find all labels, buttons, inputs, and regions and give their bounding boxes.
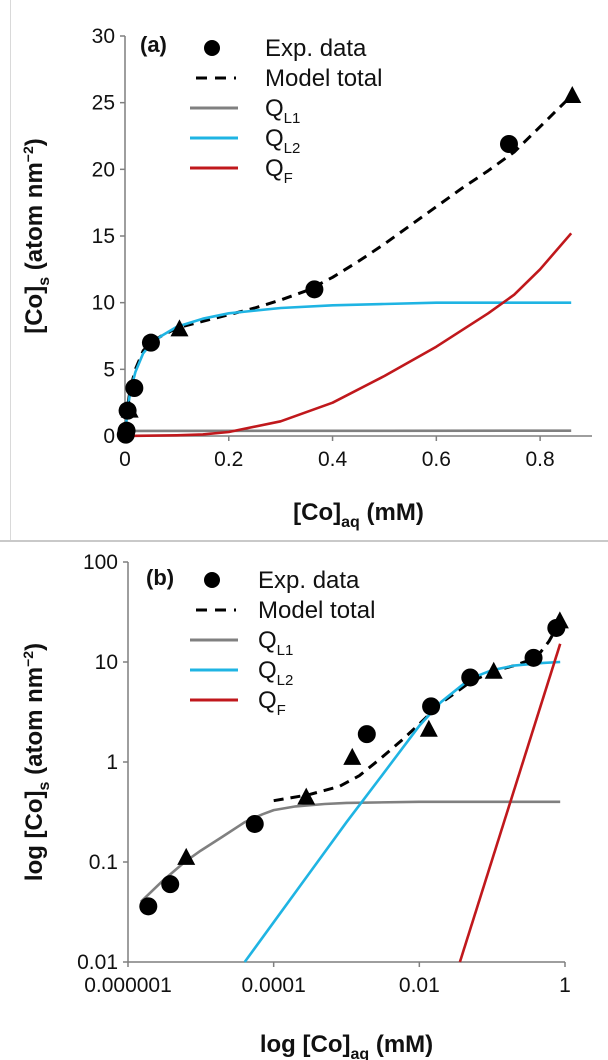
x-axis-title-unit: (mM)	[369, 1031, 433, 1058]
y-tick-label: 25	[92, 92, 115, 115]
x-axis-title: log [Co]aq (mM)	[260, 1031, 433, 1060]
legend-label-main: Q	[265, 155, 284, 182]
data-point-triangle	[563, 86, 581, 103]
x-axis-title-main: [Co]	[293, 499, 341, 526]
panel-a: 0 5 10 15 20 25 30 0 0.2 0.4 0.6 0.8 [Co]aq (mM) [Co]…	[0, 0, 608, 540]
data-point-circle	[525, 649, 543, 667]
panel-label: (a)	[140, 32, 167, 57]
x-axis-title-unit: (mM)	[360, 499, 424, 526]
x-tick-label: 0.01	[399, 974, 440, 997]
series-line-qf	[125, 233, 571, 436]
y-tick-label: 15	[92, 225, 115, 248]
legend-label: Exp. data	[265, 35, 367, 62]
y-tick-label: 100	[83, 551, 118, 574]
panel-b: 0.01 0.1 1 10 100 0.000001 0.0001 0.01 1 log [Co]…	[0, 542, 608, 1060]
data-point-triangle	[343, 748, 361, 765]
legend-label-main: Q	[258, 657, 277, 684]
x-axis-title-main: log [Co]	[260, 1031, 351, 1058]
data-point-circle	[118, 422, 136, 440]
legend-label: QL1	[258, 627, 293, 659]
series-line-model-total	[274, 621, 561, 800]
y-tick-label: 0	[103, 425, 115, 448]
x-axis-title-sub: aq	[341, 514, 360, 531]
legend-label-sub: L1	[284, 110, 301, 127]
chart-b: 0.01 0.1 1 10 100 0.000001 0.0001 0.01 1 log [Co]…	[0, 542, 608, 1060]
y-axis-title: [Co]s (atom nm−2)	[20, 138, 53, 334]
legend-label-main: Q	[258, 687, 277, 714]
series-line-ql2	[245, 662, 561, 962]
legend-label: QF	[265, 155, 293, 187]
data-point-circle	[305, 280, 323, 298]
panel-frame-line	[10, 0, 11, 540]
legend-label: Model total	[265, 65, 382, 92]
y-tick-label: 30	[92, 25, 115, 48]
y-tick-label: 1	[106, 751, 118, 774]
x-tick-label: 0.2	[214, 448, 243, 471]
legend-label-sub: L2	[277, 672, 294, 689]
data-point-triangle	[485, 662, 503, 679]
legend-label-sub: L1	[277, 642, 294, 659]
legend-label-main: Exp. data	[258, 567, 360, 594]
x-tick-label: 0	[119, 448, 131, 471]
panel-label: (b)	[146, 565, 174, 590]
y-axis-title-sub: s	[36, 277, 53, 286]
y-axis-title-main: log [Co]	[21, 790, 48, 881]
legend-label-sub: F	[277, 702, 286, 719]
x-tick-label: 1	[559, 974, 571, 997]
y-tick-label: 0.01	[77, 951, 118, 974]
legend-label: QL2	[258, 657, 293, 689]
y-axis-title-sub: s	[36, 781, 53, 790]
legend-label-main: Q	[258, 627, 277, 654]
y-tick-label: 10	[92, 292, 115, 315]
legend-label-sub: F	[284, 170, 293, 187]
y-axis-title-close: )	[21, 138, 48, 146]
y-axis-title-sup: −2	[20, 651, 36, 667]
data-point-circle	[461, 668, 479, 686]
data-point-circle	[358, 725, 376, 743]
legend-marker-exp	[204, 572, 220, 588]
series-line-ql2	[125, 303, 571, 436]
data-point-circle	[246, 815, 264, 833]
legend-label: Exp. data	[258, 567, 360, 594]
y-tick-label: 5	[103, 358, 115, 381]
y-axis-title-close: )	[21, 643, 48, 651]
y-axis-title-unit: (atom nm	[21, 667, 48, 782]
x-axis-title: [Co]aq (mM)	[293, 499, 424, 531]
y-axis-title-unit: (atom nm	[21, 162, 48, 277]
y-axis-title-sup: −2	[20, 146, 36, 162]
legend-label: Model total	[258, 597, 375, 624]
legend-label-main: Model total	[258, 597, 375, 624]
legend-label-sub: L2	[284, 140, 301, 157]
x-tick-label: 0.0001	[242, 974, 306, 997]
legend-label: QF	[258, 687, 286, 719]
x-tick-label: 0.6	[422, 448, 451, 471]
y-tick-label: 10	[95, 651, 118, 674]
data-point-circle	[161, 875, 179, 893]
legend-marker-exp	[204, 40, 220, 56]
data-point-circle	[422, 697, 440, 715]
y-tick-label: 20	[92, 158, 115, 181]
x-axis-title-sub: aq	[350, 1046, 369, 1060]
x-tick-label: 0.000001	[84, 974, 172, 997]
legend-label-main: Model total	[265, 65, 382, 92]
legend-label: QL2	[265, 125, 300, 157]
data-point-circle	[139, 897, 157, 915]
legend-label-main: Exp. data	[265, 35, 367, 62]
legend-label-main: Q	[265, 95, 284, 122]
data-point-circle	[125, 379, 143, 397]
legend-label-main: Q	[265, 125, 284, 152]
legend-label: QL1	[265, 95, 300, 127]
y-axis-title-main: [Co]	[21, 286, 48, 334]
y-tick-label: 0.1	[89, 851, 118, 874]
y-axis-title: log [Co]s (atom nm−2)	[20, 643, 53, 881]
data-point-circle	[500, 135, 518, 153]
data-point-circle	[142, 334, 160, 352]
x-tick-label: 0.8	[526, 448, 555, 471]
x-tick-label: 0.4	[318, 448, 348, 471]
